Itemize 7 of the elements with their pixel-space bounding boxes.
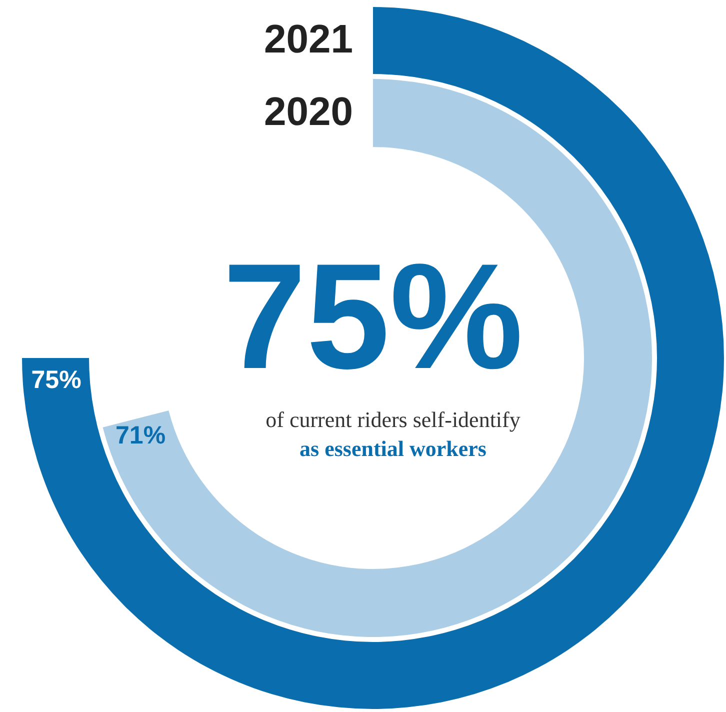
slice-label: 2020 (264, 90, 353, 134)
text: as essential workers (300, 436, 487, 461)
text: 75% (222, 232, 524, 400)
data-label: 71% (116, 421, 166, 450)
slice-label: 2021 (264, 18, 353, 62)
text: of current riders self-identify (266, 407, 520, 432)
data-label: 75% (31, 366, 82, 394)
